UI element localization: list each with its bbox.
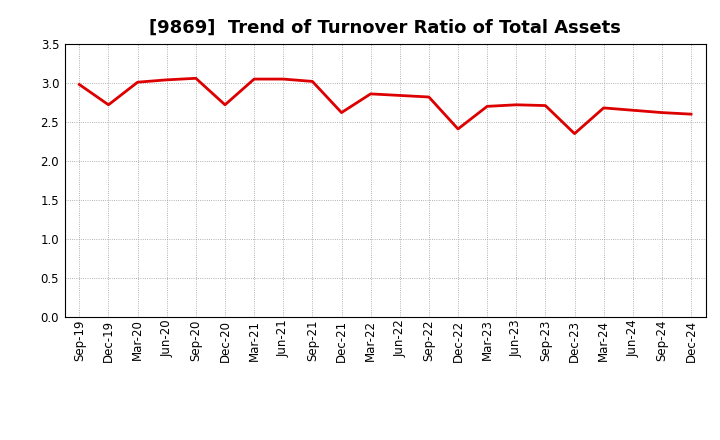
Title: [9869]  Trend of Turnover Ratio of Total Assets: [9869] Trend of Turnover Ratio of Total … (149, 19, 621, 37)
